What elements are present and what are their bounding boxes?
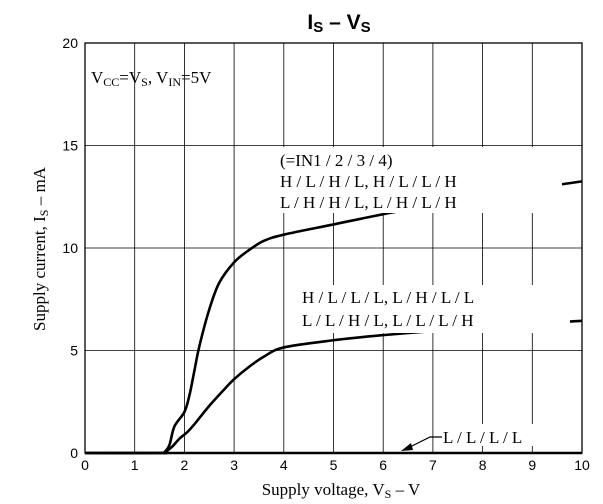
annotation-a-line1: (=IN1 / 2 / 3 / 4)	[280, 151, 393, 170]
grid	[84, 42, 583, 454]
annotation-c-leader	[407, 436, 442, 449]
annotation-b-line2: L / L / H / L, L / L / L / H	[302, 311, 474, 330]
y-axis-label: Supply current, IS – mA	[30, 166, 51, 331]
xlabel-sub: S	[385, 487, 392, 501]
xlabel-unit: – V	[391, 480, 421, 499]
ylabel-sub: S	[37, 210, 51, 217]
cond-eq: =V	[119, 68, 142, 87]
x-tick-label: 3	[230, 457, 238, 473]
condition-label: VCC=VS, VIN=5V	[91, 68, 212, 89]
ylabel-main: Supply current, I	[30, 216, 49, 331]
y-tick-label: 10	[62, 240, 78, 256]
cond-end: =5V	[181, 68, 212, 87]
x-tick-labels: 0 1 2 3 4 5 6 7 8 9 10	[81, 457, 590, 473]
ylabel-unit: – mA	[30, 166, 49, 209]
annotation-a-line3: L / H / H / L, L / H / L / H	[280, 193, 457, 212]
x-tick-label: 10	[574, 457, 590, 473]
annotation-c-arrowhead	[401, 443, 413, 451]
x-axis-label: Supply voltage, VS – V	[262, 480, 421, 501]
x-tick-label: 5	[330, 457, 338, 473]
annotation-b-bg	[298, 285, 570, 333]
cond-sub2: S	[141, 75, 148, 89]
x-tick-label: 6	[379, 457, 387, 473]
annotation-c-bg	[441, 424, 561, 446]
xlabel-main: Supply voltage, V	[262, 480, 386, 499]
y-tick-labels: 0 5 10 15 20	[62, 35, 78, 461]
x-tick-label: 9	[528, 457, 536, 473]
annotation-a-line2: H / L / H / L, H / L / L / H	[280, 172, 457, 191]
x-tick-label: 0	[81, 457, 89, 473]
title-main: I	[307, 11, 313, 34]
x-tick-label: 4	[280, 457, 288, 473]
cond-sub1: CC	[103, 75, 119, 89]
x-tick-label: 1	[131, 457, 139, 473]
y-tick-label: 20	[62, 35, 78, 51]
annotation-c-label: L / L / L / L	[443, 428, 522, 447]
cond-mid: , V	[148, 68, 169, 87]
y-tick-label: 0	[70, 445, 78, 461]
title-main-sub: S	[313, 19, 323, 36]
annotation-b-line1: H / L / L / L, L / H / L / L	[302, 288, 474, 307]
y-tick-label: 15	[62, 138, 78, 154]
annotation-a-bg	[274, 147, 562, 213]
x-tick-label: 7	[429, 457, 437, 473]
x-tick-label: 2	[181, 457, 189, 473]
chart-title: IS – VS	[307, 11, 370, 36]
cond-main: V	[91, 68, 104, 87]
title-sep: –	[323, 11, 346, 34]
title-second-sub: S	[361, 19, 371, 36]
y-tick-label: 5	[70, 343, 78, 359]
title-second: V	[347, 11, 361, 34]
x-tick-label: 8	[479, 457, 487, 473]
cond-sub3: IN	[168, 75, 181, 89]
